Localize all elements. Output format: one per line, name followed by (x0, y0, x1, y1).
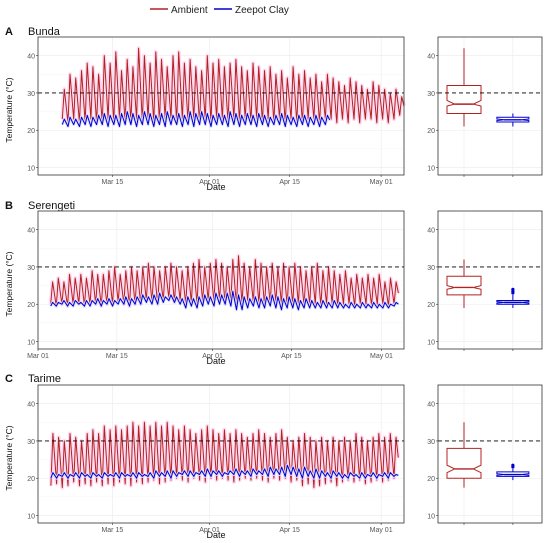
clay-series-line (50, 464, 399, 479)
box-border (437, 384, 543, 524)
y-tick-label: 40 (427, 402, 435, 409)
x-tick-label: May 01 (370, 179, 393, 186)
panel-b-letter: B (5, 200, 13, 212)
ambient-box (446, 275, 482, 296)
y-tick-label: 10 (27, 514, 35, 521)
boxplot-serengeti: 10 20 30 40 (427, 210, 543, 351)
boxplot-tarime: 10 20 30 40 (427, 384, 543, 525)
x-tick-label: Mar 15 (101, 179, 123, 186)
panel-c-ylabel: Temperature (°C) (4, 425, 14, 490)
y-tick-label: 30 (427, 265, 435, 272)
y-tick-label: 10 (427, 166, 435, 173)
y-tick-label: 20 (427, 128, 435, 135)
clay-outlier (511, 463, 515, 467)
y-tick-label: 20 (427, 302, 435, 309)
x-tick-label: Mar 01 (27, 353, 49, 360)
line-chart-bunda: 10 20 30 40 Mar 15 Apr 01 Apr 15 May 01 (27, 36, 406, 186)
panel-c-title: Tarime (28, 373, 61, 385)
y-tick-label: 20 (27, 128, 35, 135)
y-tick-label: 40 (427, 228, 435, 235)
x-tick-label: Mar 15 (106, 353, 128, 360)
y-tick-label: 20 (27, 302, 35, 309)
panel-b: B Serengeti 10 20 30 40 Mar 01 Mar 15 Apr 01 Ap… (4, 200, 543, 366)
y-tick-label: 40 (427, 54, 435, 61)
legend-clay-label: Zeepot Clay (235, 5, 289, 16)
ambient-box (446, 84, 482, 114)
panel-a-ylabel: Temperature (°C) (4, 77, 14, 142)
x-tick-label: May 01 (370, 353, 393, 360)
y-tick-label: 10 (427, 514, 435, 521)
y-tick-label: 40 (27, 402, 35, 409)
x-tick-label: Mar 15 (101, 527, 123, 534)
panel-b-title: Serengeti (28, 200, 75, 212)
x-tick-label: Apr 15 (279, 527, 300, 534)
y-tick-label: 30 (27, 265, 35, 272)
legend-ambient-label: Ambient (171, 5, 208, 16)
boxplot-bunda: 10 20 30 40 (427, 36, 543, 177)
y-tick-label: 30 (427, 439, 435, 446)
x-tick-label: May 01 (370, 527, 393, 534)
x-tick-label: Apr 15 (281, 353, 302, 360)
clay-series-line (61, 111, 331, 127)
box-border (437, 210, 543, 350)
panel-a-title: Bunda (28, 26, 61, 38)
x-tick-label: Apr 15 (279, 179, 300, 186)
y-tick-label: 10 (427, 340, 435, 347)
ambient-series-line (50, 421, 399, 489)
plot-border (37, 36, 405, 176)
panel-b-ylabel: Temperature (°C) (4, 251, 14, 316)
x-tick-label: Apr 01 (199, 179, 220, 186)
y-tick-label: 10 (27, 166, 35, 173)
legend: Ambient Zeepot Clay (150, 5, 289, 16)
y-tick-label: 30 (27, 439, 35, 446)
plot-border (37, 384, 405, 524)
line-chart-serengeti: 10 20 30 40 Mar 01 Mar 15 Apr 01 Apr 15 May 01 (27, 210, 405, 360)
y-tick-label: 10 (27, 340, 35, 347)
y-tick-label: 30 (427, 91, 435, 98)
panel-b-xlabel: Date (206, 356, 225, 366)
y-tick-label: 30 (27, 91, 35, 98)
x-tick-label: Apr 01 (202, 353, 223, 360)
ambient-box (446, 447, 482, 479)
y-tick-label: 40 (27, 228, 35, 235)
panel-a-letter: A (5, 26, 13, 38)
panel-a-xlabel: Date (206, 182, 225, 192)
x-tick-label: Apr 01 (199, 527, 220, 534)
line-chart-tarime: 10 20 30 40 Mar 15 Apr 01 Apr 15 May 01 (27, 384, 405, 534)
box-border (437, 36, 543, 176)
panel-c: C Tarime 10 20 30 40 Mar 15 Apr 01 Apr 15 May 0… (4, 373, 543, 540)
y-tick-label: 20 (427, 476, 435, 483)
panel-c-xlabel: Date (206, 530, 225, 540)
clay-series-line (50, 290, 399, 311)
panel-a: A Bunda 10 20 30 40 Mar 15 Apr 01 Apr 15 May 01… (4, 26, 543, 192)
clay-outlier (511, 287, 515, 291)
y-tick-label: 40 (27, 54, 35, 61)
panel-c-letter: C (5, 373, 13, 385)
plot-border (37, 210, 405, 350)
y-tick-label: 20 (27, 476, 35, 483)
